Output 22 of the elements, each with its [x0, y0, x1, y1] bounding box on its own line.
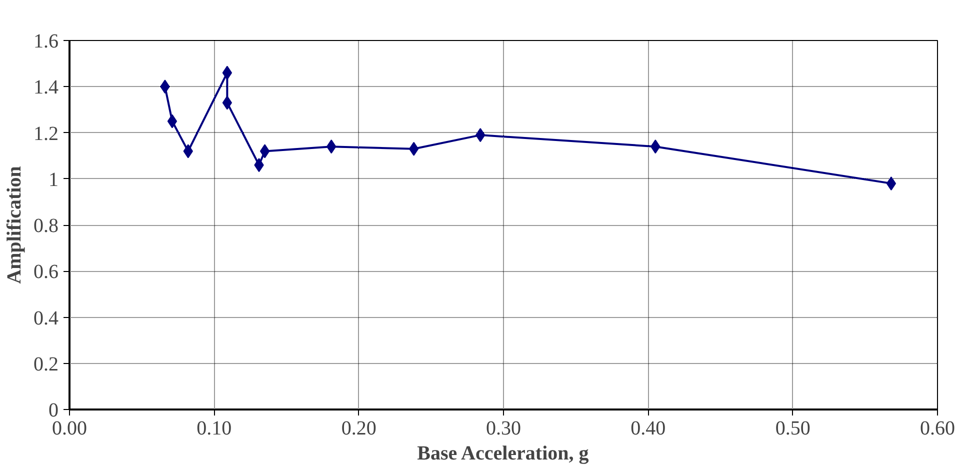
y-tick-label: 0.8	[34, 215, 58, 237]
x-tick-label: 0.30	[486, 418, 521, 440]
x-tick-label: 0.10	[196, 418, 232, 440]
x-tick-label: 0.20	[341, 418, 376, 440]
x-tick-label: 0.40	[630, 418, 666, 440]
point	[222, 66, 232, 80]
point	[408, 142, 419, 156]
y-axis-title: Amplification	[4, 166, 26, 284]
x-axis-title: Base Acceleration, g	[417, 442, 589, 464]
y-tick-label: 0.4	[34, 307, 58, 330]
point	[886, 176, 896, 190]
point	[222, 96, 232, 110]
x-tick-label: 0.50	[775, 418, 810, 440]
x-tick-label: 0.60	[920, 418, 955, 440]
point	[260, 144, 270, 158]
y-tick-label: 1.2	[34, 122, 58, 145]
y-tick-label: 1.4	[34, 76, 58, 99]
y-tick-label: 1.6	[34, 30, 58, 52]
y-tick-label: 1	[48, 168, 58, 191]
point	[167, 114, 178, 128]
y-tick-label: 0.2	[34, 353, 58, 376]
y-tick-label: 0.6	[34, 261, 58, 284]
